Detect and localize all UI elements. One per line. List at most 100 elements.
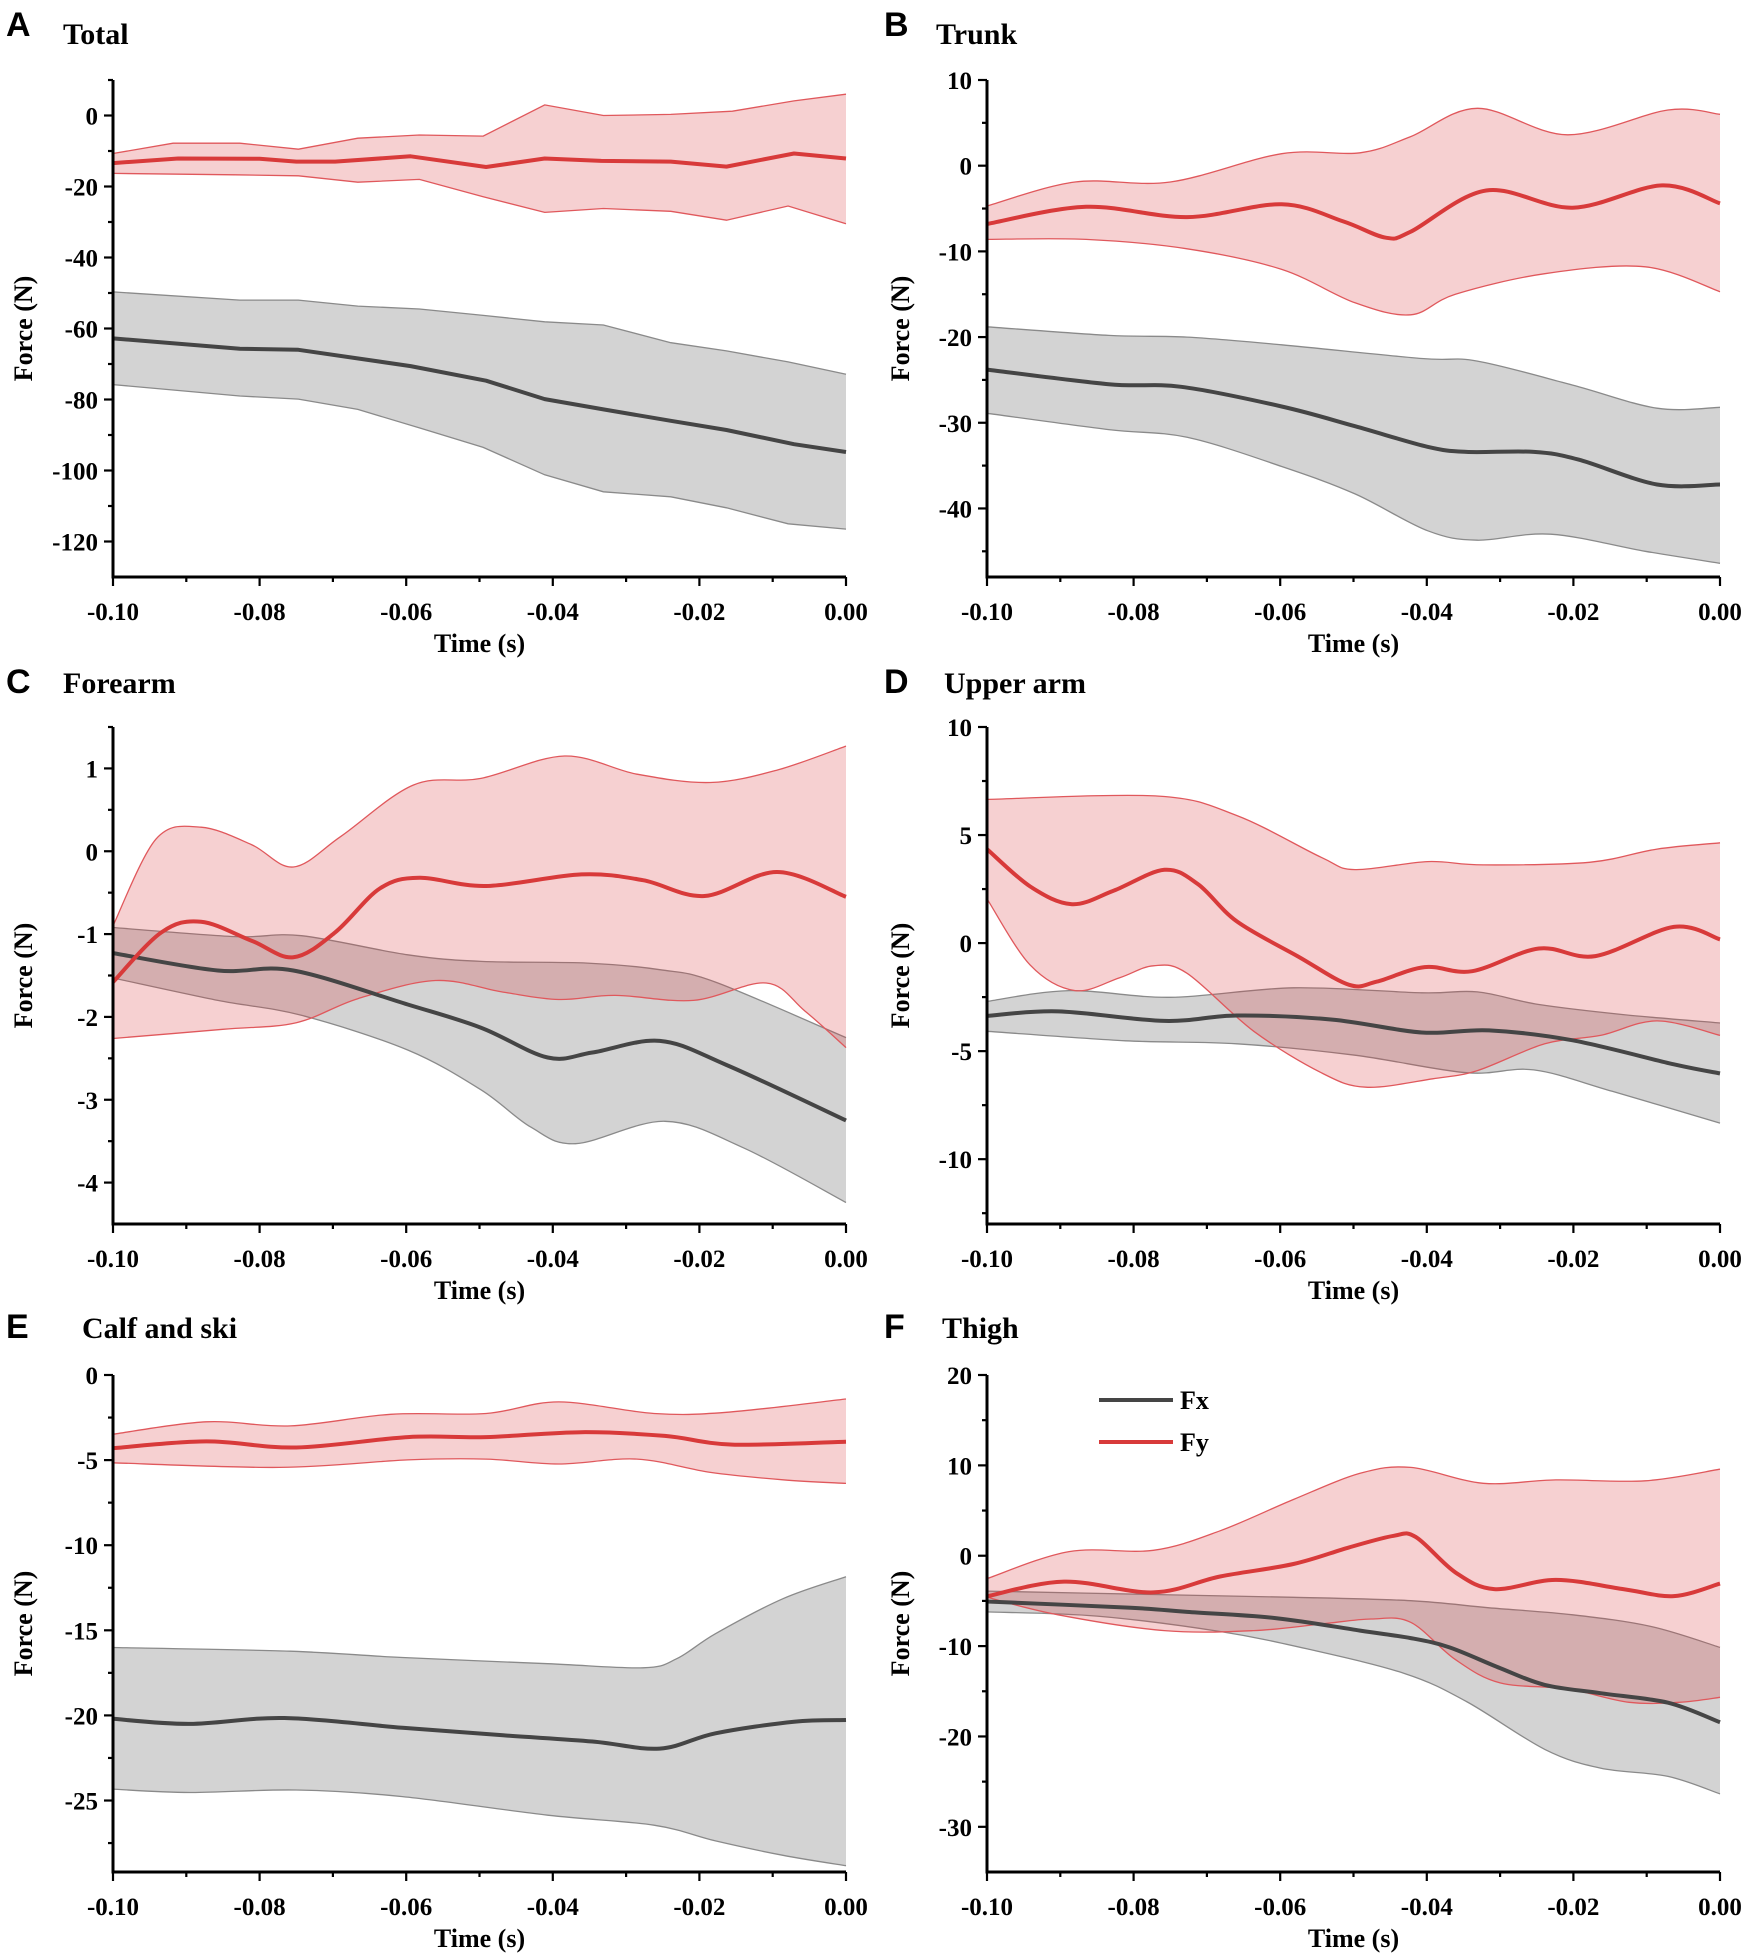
axes: -0.10 -0.08 -0.06 -0.04 -0.02 0.00 -30 -20 -10 0 1… xyxy=(886,1363,1742,1953)
fy-lower-bound xyxy=(112,1458,847,1485)
plot-area xyxy=(112,93,847,530)
y-axis-title: Force (N) xyxy=(886,1571,915,1677)
x-tick-label: -0.02 xyxy=(673,599,725,626)
fy-lower-bound xyxy=(986,898,1721,1088)
y-tick-label: -1 xyxy=(77,922,98,949)
fy-mean-line xyxy=(111,869,847,984)
y-tick-label: -10 xyxy=(939,1634,972,1661)
x-tick-label: -0.04 xyxy=(1401,1894,1454,1921)
panel-d: D Upper arm -0.10 -0.08 -0.06 -0.04 -0.02 0.0… xyxy=(884,663,1742,1305)
y-tick-label: -5 xyxy=(77,1448,98,1475)
legend-label: Fx xyxy=(1180,1386,1209,1415)
y-tick-label: 0 xyxy=(960,931,973,958)
x-tick-label: 0.00 xyxy=(1698,1894,1742,1921)
plot-area xyxy=(986,1466,1721,1795)
fx-lower-bound xyxy=(112,383,847,530)
fy-upper-bound xyxy=(986,1466,1721,1580)
panel-e: E Calf and ski -0.10 -0.08 -0.06 -0.04 -0.02… xyxy=(6,1308,868,1953)
panel-title: Calf and ski xyxy=(82,1312,237,1345)
fx-lower-bound xyxy=(112,1788,847,1867)
x-tick-label: -0.02 xyxy=(1547,599,1599,626)
panel-letter: E xyxy=(6,1308,29,1346)
fy-sd-band xyxy=(113,94,846,224)
fy-lower-bound xyxy=(986,238,1721,316)
plot-area xyxy=(111,745,847,1204)
y-tick-label: -20 xyxy=(65,1703,98,1730)
y-tick-label: -100 xyxy=(52,459,98,486)
y-tick-label: 1 xyxy=(86,756,99,783)
fx-upper-bound xyxy=(112,1576,847,1669)
fx-sd-band xyxy=(113,1576,846,1866)
y-tick-label: -40 xyxy=(939,496,972,523)
fx-mean-line xyxy=(986,1009,1721,1076)
panel-letter: D xyxy=(884,663,909,701)
panel-b: B Trunk -0.10 -0.08 -0.06 -0.04 -0.02 0.00 -40… xyxy=(884,6,1742,658)
x-axis-title: Time (s) xyxy=(434,1924,525,1953)
y-tick-label: -20 xyxy=(939,325,972,352)
x-tick-label: -0.02 xyxy=(673,1246,725,1273)
legend-label: Fy xyxy=(1180,1428,1209,1457)
y-tick-label: -20 xyxy=(939,1724,972,1751)
x-tick-label: -0.10 xyxy=(961,599,1013,626)
y-tick-label: -120 xyxy=(52,530,98,557)
fx-sd-band xyxy=(113,291,846,530)
legend: Fx Fy xyxy=(1099,1386,1209,1457)
y-axis-title: Force (N) xyxy=(886,923,915,1029)
x-tick-label: -0.10 xyxy=(87,1894,139,1921)
panel-letter: A xyxy=(6,6,31,44)
fx-sd-band xyxy=(987,326,1720,564)
y-tick-label: 0 xyxy=(960,1544,973,1571)
legend-item-fx: Fx xyxy=(1099,1386,1209,1415)
plot-area xyxy=(112,1398,847,1867)
x-tick-label: -0.06 xyxy=(1254,1246,1306,1273)
y-axis-title: Force (N) xyxy=(9,1571,38,1677)
y-tick-label: -5 xyxy=(951,1039,972,1066)
x-tick-label: -0.08 xyxy=(234,1246,286,1273)
x-axis-title: Time (s) xyxy=(1308,1924,1399,1953)
x-tick-label: -0.06 xyxy=(380,599,432,626)
x-tick-label: -0.10 xyxy=(961,1246,1013,1273)
fx-mean-line xyxy=(986,1599,1721,1725)
panel-letter: B xyxy=(884,6,909,44)
y-axis-title: Force (N) xyxy=(9,923,38,1029)
x-tick-label: -0.06 xyxy=(380,1894,432,1921)
y-tick-label: 0 xyxy=(86,104,99,131)
fy-upper-bound xyxy=(112,1398,847,1435)
plot-area xyxy=(986,107,1721,564)
y-tick-label: -30 xyxy=(939,411,972,438)
x-axis-title: Time (s) xyxy=(434,1276,525,1305)
x-tick-label: -0.06 xyxy=(1254,1894,1306,1921)
y-tick-label: 5 xyxy=(960,823,973,850)
x-tick-label: -0.10 xyxy=(87,599,139,626)
fx-mean-line xyxy=(112,1715,847,1751)
y-axis-title: Force (N) xyxy=(9,276,38,382)
fy-lower-bound xyxy=(112,172,847,225)
y-tick-label: -20 xyxy=(65,175,98,202)
x-tick-label: 0.00 xyxy=(824,1894,868,1921)
fx-lower-bound xyxy=(986,1030,1721,1124)
axes: -0.10 -0.08 -0.06 -0.04 -0.02 0.00 -4 -3 -2 -1 0 1 T… xyxy=(9,725,868,1305)
fx-sd-band xyxy=(113,927,846,1203)
fx-lower-bound xyxy=(112,977,847,1204)
fy-mean-line xyxy=(985,847,1721,989)
x-tick-label: -0.04 xyxy=(1401,1246,1454,1273)
panel-a: A Total -0.10 -0.08 -0.06 -0.04 -0.02 0.00 -12… xyxy=(6,6,868,658)
y-tick-label: -2 xyxy=(77,1005,98,1032)
fy-sd-band xyxy=(987,108,1720,316)
panel-title: Trunk xyxy=(936,18,1017,51)
fx-lower-bound xyxy=(986,1611,1721,1795)
fx-sd-band xyxy=(987,1591,1720,1794)
y-tick-label: -10 xyxy=(65,1533,98,1560)
fx-upper-bound xyxy=(986,1590,1721,1649)
y-tick-label: 10 xyxy=(947,715,972,742)
axes: -0.10 -0.08 -0.06 -0.04 -0.02 0.00 -120 -100 -80… xyxy=(9,78,868,658)
fx-upper-bound xyxy=(986,987,1721,1024)
fy-lower-bound xyxy=(112,979,847,1049)
y-tick-label: -30 xyxy=(939,1815,972,1842)
x-axis-title: Time (s) xyxy=(1308,1276,1399,1305)
x-tick-label: -0.02 xyxy=(673,1894,725,1921)
y-tick-label: 10 xyxy=(947,1453,972,1480)
x-tick-label: 0.00 xyxy=(1698,1246,1742,1273)
fy-lower-bound xyxy=(986,1596,1721,1705)
